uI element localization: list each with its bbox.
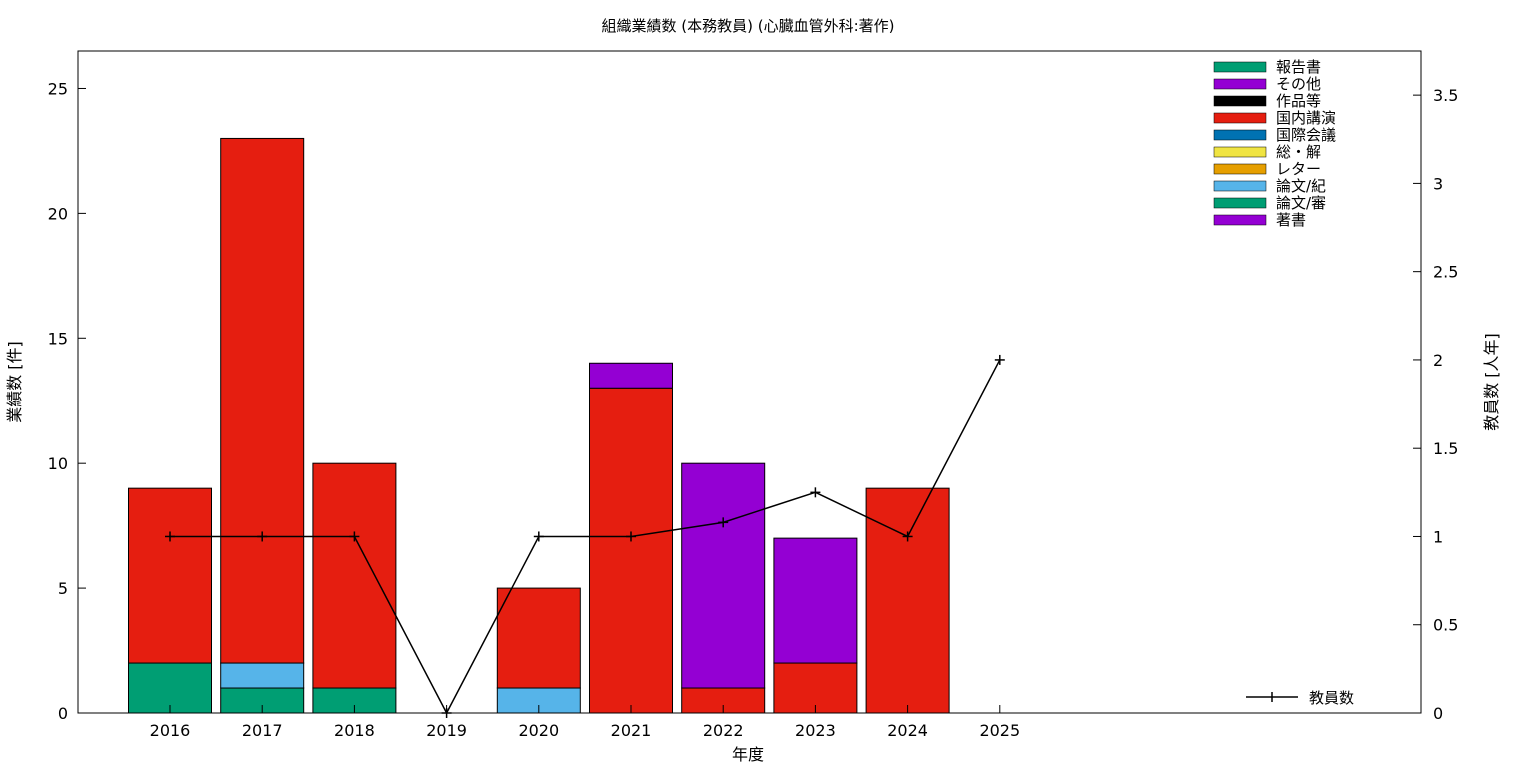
x-tick-label-2024: 2024 <box>887 721 928 740</box>
faculty-point-2020 <box>533 531 544 542</box>
x-tick-label-2016: 2016 <box>150 721 191 740</box>
legend-label: 作品等 <box>1276 92 1321 110</box>
legend-swatch <box>1213 163 1267 175</box>
legend-label: 報告書 <box>1276 58 1321 76</box>
faculty-point-2016 <box>165 531 175 542</box>
y-tick-label: 25 <box>48 79 68 98</box>
line-legend-label: 教員数 <box>1309 689 1354 707</box>
bar-2016-series-6 <box>128 487 212 664</box>
legend-item: 総・解 <box>1213 143 1321 161</box>
y-tick-label: 10 <box>48 454 68 473</box>
y-axis-label: 業績数 [件] <box>5 341 24 423</box>
legend-label: 国際会議 <box>1276 126 1336 144</box>
bar-2021-series-8 <box>589 362 673 389</box>
bar-2023-series-8 <box>773 537 858 664</box>
bars <box>128 137 950 714</box>
y2-tick-label: 3 <box>1433 174 1443 193</box>
y2-tick-label: 0.5 <box>1433 616 1458 635</box>
y2-tick-label: 1 <box>1433 527 1443 546</box>
line-legend: 教員数 <box>1246 689 1354 707</box>
legend-item: 国際会議 <box>1213 126 1336 144</box>
y2-tick-label: 1.5 <box>1433 439 1458 458</box>
legend-label: その他 <box>1276 75 1321 93</box>
x-tick-label-2017: 2017 <box>242 721 283 740</box>
y-axis-ticks: 0 5 10 15 20 25 <box>48 79 86 723</box>
legend-swatch <box>1213 129 1267 141</box>
bar-2016-series-1 <box>128 662 212 714</box>
x-tick-label-2023: 2023 <box>795 721 836 740</box>
legend-swatch <box>1213 214 1267 226</box>
y2-tick-label: 3.5 <box>1433 86 1458 105</box>
legend-item: 作品等 <box>1213 92 1321 110</box>
plot-frame <box>77 50 1422 714</box>
x-tick-label-2020: 2020 <box>518 721 559 740</box>
y2-tick-label: 0 <box>1433 704 1443 723</box>
y2-axis-label: 教員数 [人年] <box>1482 333 1501 431</box>
faculty-point-2023 <box>810 487 821 498</box>
bar-2023-series-6 <box>773 662 858 714</box>
bar-2022-series-8 <box>681 462 766 689</box>
faculty-point-2022 <box>718 517 729 528</box>
y-tick-label: 20 <box>48 204 68 223</box>
x-tick-label-2025: 2025 <box>979 721 1020 740</box>
bar-2020-series-6 <box>496 587 581 689</box>
legend-item: レター <box>1213 160 1321 178</box>
legend-swatch <box>1213 197 1267 209</box>
y-tick-label: 15 <box>48 329 68 348</box>
faculty-line-path <box>170 359 1001 715</box>
legend-swatch <box>1213 61 1267 73</box>
x-axis-label: 年度 <box>732 745 764 764</box>
legend-swatch <box>1213 112 1267 124</box>
legend-label: 論文/紀 <box>1276 177 1326 195</box>
y2-axis-ticks: 0 0.5 1 1.5 2 2.5 3 3.5 <box>1413 86 1458 723</box>
bar-2018-series-6 <box>312 462 397 689</box>
x-tick-label-2019: 2019 <box>426 721 467 740</box>
legend-label: 著書 <box>1276 211 1306 229</box>
legend-item: その他 <box>1213 75 1321 93</box>
y2-tick-label: 2 <box>1433 351 1443 370</box>
faculty-point-2025 <box>994 354 1005 365</box>
legend-label: 総・解 <box>1276 143 1321 161</box>
x-tick-label-2018: 2018 <box>334 721 375 740</box>
legend-label: 国内講演 <box>1276 109 1336 127</box>
bar-2017-series-6 <box>220 137 305 664</box>
legend-swatch <box>1213 180 1267 192</box>
chart-title: 組織業績数 (本務教員) (心臓血管外科:著作) <box>602 17 895 35</box>
legend-item: 論文/審 <box>1213 194 1326 212</box>
x-tick-label-2021: 2021 <box>611 721 652 740</box>
legend-item: 国内講演 <box>1213 109 1336 127</box>
legend-swatch <box>1213 95 1267 107</box>
legend-label: レター <box>1276 160 1321 178</box>
y-tick-label: 0 <box>58 704 68 723</box>
x-axis-ticks: 2016 2017 2018 2019 2020 2021 2022 2023 2024 2025 <box>150 705 1020 740</box>
faculty-point-2024 <box>902 531 913 542</box>
legend-item: 報告書 <box>1213 58 1321 76</box>
legend-item: 論文/紀 <box>1213 177 1326 195</box>
faculty-point-2021 <box>626 531 636 542</box>
bar-2017-series-2 <box>220 662 305 689</box>
bar-2021-series-6 <box>589 387 673 714</box>
faculty-point-2018 <box>349 531 360 542</box>
legend-swatch <box>1213 146 1267 158</box>
y2-tick-label: 2.5 <box>1433 263 1458 282</box>
x-tick-label-2022: 2022 <box>703 721 744 740</box>
legend-label: 論文/審 <box>1276 194 1326 212</box>
faculty-point-2017 <box>257 531 268 542</box>
y-tick-label: 5 <box>58 579 68 598</box>
legend-swatch <box>1213 78 1267 90</box>
legend-item: 著書 <box>1213 211 1306 229</box>
